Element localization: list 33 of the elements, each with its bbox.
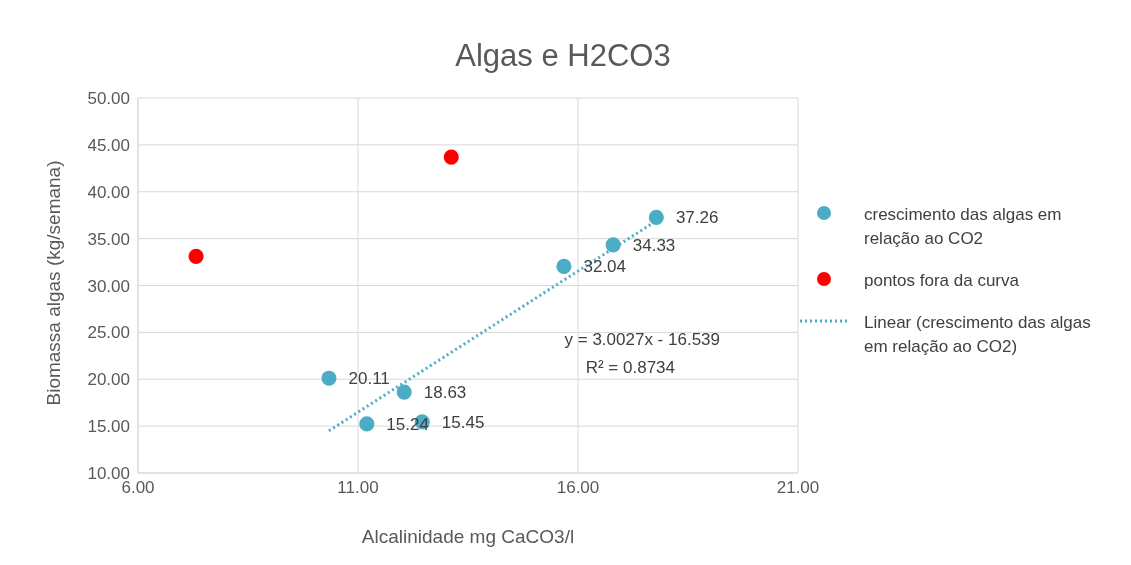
point	[321, 370, 337, 386]
point	[396, 384, 412, 400]
x-tick-label: 21.00	[776, 478, 820, 498]
data-label: 18.63	[423, 383, 467, 403]
legend-label: Linear (crescimento das algas em relação ao CO2)	[864, 311, 1092, 358]
y-axis-title: Biomassa algas (kg/semana)	[42, 160, 64, 406]
y-tick-label: 45.00	[87, 135, 130, 155]
chart-title: Algas e H2CO3	[454, 38, 672, 74]
y-tick-label: 50.00	[87, 89, 130, 109]
point	[443, 149, 459, 165]
x-tick-label: 11.00	[337, 478, 379, 498]
point	[359, 416, 375, 432]
annotation: y = 3.0027x - 16.539	[564, 330, 720, 349]
data-label: 32.04	[583, 257, 627, 277]
point	[556, 258, 572, 274]
x-tick-label: 16.00	[556, 478, 600, 498]
legend-label: crescimento das algas em relação ao CO2	[864, 203, 1063, 250]
data-label: 15.45	[441, 412, 485, 432]
data-label: 37.26	[675, 208, 719, 228]
y-tick-label: 40.00	[87, 182, 130, 202]
point	[605, 237, 621, 253]
data-label: 20.11	[348, 369, 390, 389]
y-tick-label: 20.00	[87, 370, 130, 390]
point	[188, 248, 204, 264]
x-axis-title: Alcalinidade mg CaCO3/l	[361, 526, 575, 547]
data-label: 34.33	[632, 235, 676, 255]
point	[648, 209, 664, 225]
y-tick-label: 35.00	[87, 229, 130, 249]
legend-label: pontos fora da curva	[864, 269, 1019, 292]
y-tick-label: 15.00	[87, 417, 130, 437]
y-tick-label: 25.00	[87, 323, 130, 343]
y-tick-label: 30.00	[87, 276, 130, 296]
annotation: R² = 0.8734	[585, 358, 675, 377]
